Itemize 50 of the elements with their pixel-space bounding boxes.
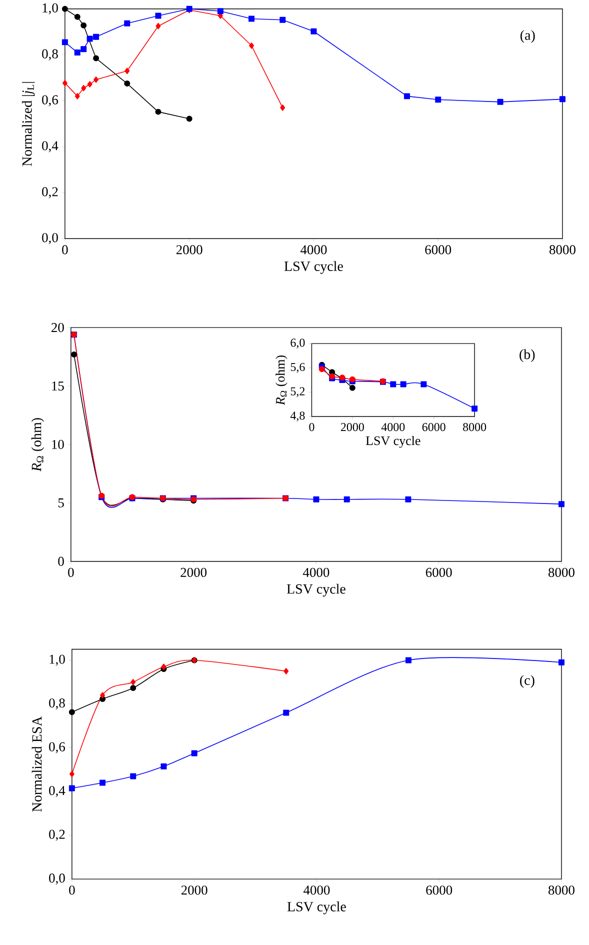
annotation: (c) <box>520 675 534 688</box>
y-tick-label: 0,4 <box>48 786 65 798</box>
y-axis-title: R$_{Ω}$ (ohm) <box>31 418 44 472</box>
x-tick-label: 8000 <box>548 568 574 577</box>
x-tick-label: 4000 <box>300 245 326 254</box>
y-tick-label: 0,4 <box>42 141 58 152</box>
y-tick-label: 0,6 <box>42 95 58 106</box>
x-tick-label: 0 <box>308 423 314 432</box>
x-tick-label: 0 <box>68 886 75 895</box>
y-tick-label: 10 <box>52 440 64 450</box>
y-tick-label: 0,0 <box>48 874 65 885</box>
x-tick-label: 2000 <box>181 886 208 895</box>
x-tick-label: 8000 <box>549 245 576 254</box>
x-tick-label: 0 <box>68 568 74 577</box>
x-axis-title: LSV cycle <box>366 436 420 448</box>
x-axis-title: LSV cycle <box>286 584 346 597</box>
x-tick-label: 2000 <box>176 245 202 254</box>
y-tick-label: 0,8 <box>48 698 65 710</box>
x-tick-label: 8000 <box>548 886 574 895</box>
y-tick-label: 0,0 <box>42 233 58 244</box>
y-tick-label: 1,0 <box>42 3 58 14</box>
x-tick-label: 4000 <box>381 423 404 432</box>
x-axis-title: LSV cycle <box>284 261 343 274</box>
x-axis-title: LSV cycle <box>287 902 346 914</box>
y-tick-label: 15 <box>52 382 64 391</box>
x-tick-label: 4000 <box>303 886 330 895</box>
y-tick-label: 0,8 <box>42 49 58 60</box>
x-tick-label: 8000 <box>462 423 486 432</box>
annotation: (b) <box>519 349 534 362</box>
y-tick-label: 0,6 <box>48 742 65 754</box>
y-tick-label: 5,2 <box>290 387 304 398</box>
y-tick-label: 0,2 <box>48 830 64 841</box>
x-tick-label: 6000 <box>426 568 452 577</box>
y-tick-label: 0 <box>58 556 64 566</box>
y-tick-label: 1,0 <box>50 654 65 666</box>
x-tick-label: 6000 <box>426 886 452 895</box>
y-axis-title: R$_{Ω}$ (ohm) <box>275 356 288 406</box>
x-tick-label: 6000 <box>424 245 451 254</box>
y-tick-label: 20 <box>51 323 64 332</box>
y-tick-label: 4,8 <box>290 412 305 422</box>
y-tick-label: 5 <box>58 498 64 508</box>
y-tick-label: 0,2 <box>42 187 58 198</box>
x-tick-label: 2000 <box>180 568 206 577</box>
x-tick-label: 6000 <box>422 423 446 432</box>
y-tick-label: 5,6 <box>290 362 305 373</box>
y-tick-label: 6,0 <box>290 338 305 348</box>
x-tick-label: 2000 <box>340 423 364 432</box>
x-tick-label: 4000 <box>302 568 329 577</box>
y-axis-title: Normalized ESA <box>32 716 42 812</box>
annotation: (a) <box>520 30 535 43</box>
